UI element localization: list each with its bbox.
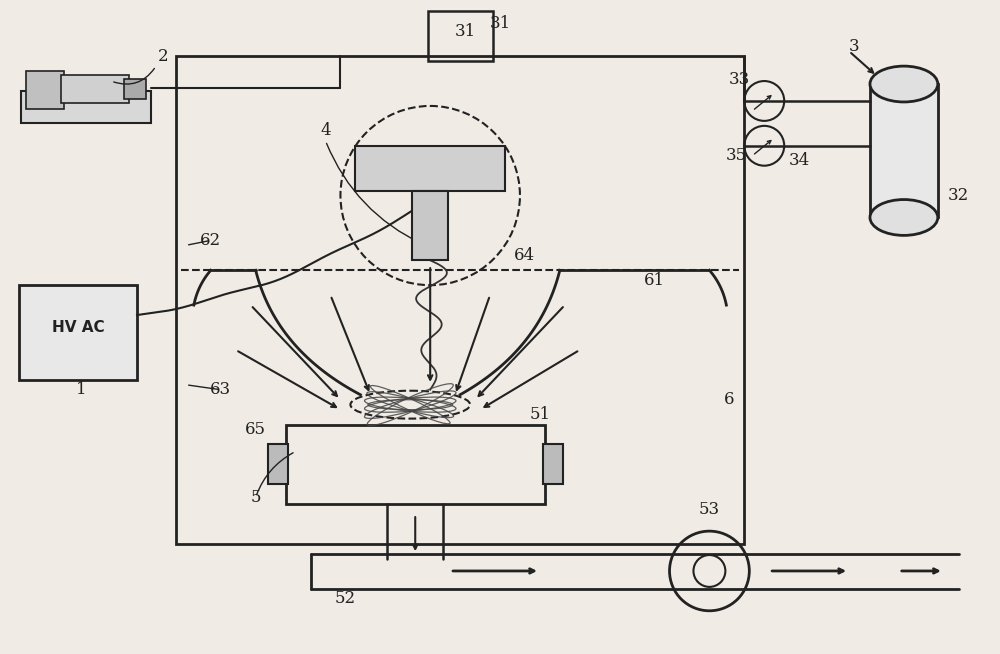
Bar — [870, 84, 938, 218]
Bar — [26, 71, 64, 109]
Bar — [428, 11, 493, 61]
Text: 53: 53 — [699, 501, 720, 518]
Text: 64: 64 — [514, 247, 535, 264]
Text: 3: 3 — [849, 38, 859, 55]
Text: 63: 63 — [210, 381, 231, 398]
Bar — [268, 445, 288, 485]
Text: 5: 5 — [250, 489, 261, 506]
Text: 31: 31 — [489, 15, 511, 32]
Text: 1: 1 — [76, 381, 86, 398]
Text: 2: 2 — [158, 48, 168, 65]
Bar — [355, 146, 505, 190]
Ellipse shape — [870, 199, 938, 235]
Bar — [176, 56, 744, 544]
Text: 62: 62 — [200, 232, 221, 249]
Text: 51: 51 — [529, 406, 550, 423]
Ellipse shape — [870, 66, 938, 102]
Text: 65: 65 — [245, 421, 266, 438]
Text: 6: 6 — [724, 391, 735, 408]
Bar — [124, 79, 146, 99]
Text: 34: 34 — [789, 152, 810, 169]
Text: 61: 61 — [644, 271, 665, 288]
Bar — [61, 75, 129, 103]
Text: 4: 4 — [320, 122, 331, 139]
Text: 35: 35 — [726, 147, 747, 164]
Bar — [286, 424, 545, 504]
Text: 31: 31 — [454, 23, 476, 40]
Bar — [21, 91, 151, 123]
Text: 52: 52 — [335, 591, 356, 608]
Bar — [19, 285, 137, 380]
Bar — [543, 445, 563, 485]
Text: 33: 33 — [729, 71, 750, 88]
Bar — [412, 190, 448, 260]
Text: 32: 32 — [948, 187, 969, 204]
Text: HV AC: HV AC — [52, 320, 104, 334]
